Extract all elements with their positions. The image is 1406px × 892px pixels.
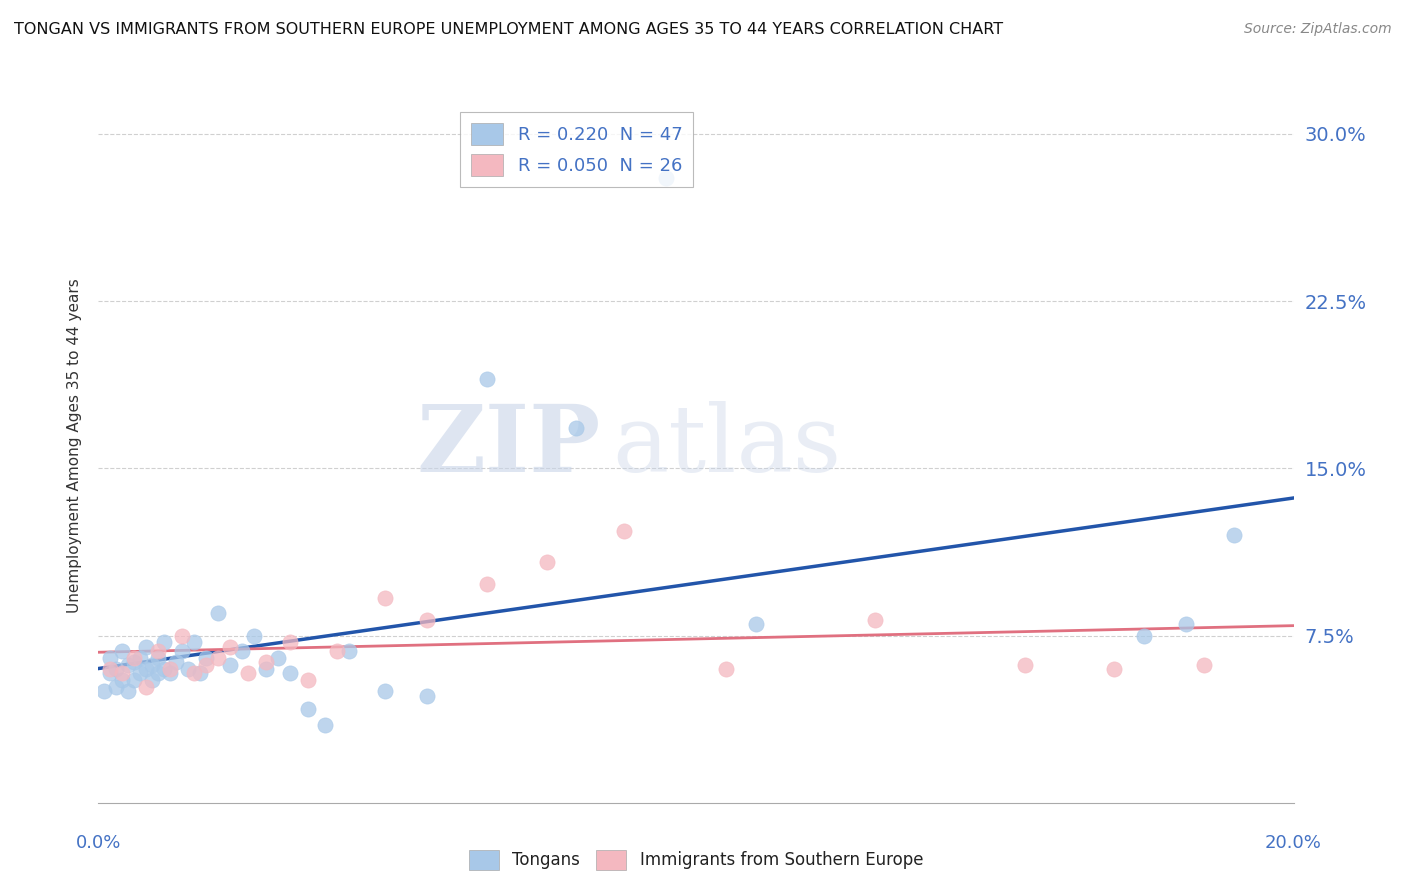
Point (129, 651, 152, 665)
Point (172, 644, 194, 658)
Point (111, 673, 134, 687)
Point (219, 657, 242, 672)
Point (1014, 657, 1036, 672)
Text: atlas: atlas (612, 401, 842, 491)
Point (254, 662, 277, 676)
Point (124, 655, 146, 669)
Point (135, 662, 157, 676)
Point (613, 524, 636, 538)
Point (141, 657, 163, 672)
Point (1223, 528, 1246, 542)
Point (475, 577, 498, 591)
Point (278, 635, 301, 649)
Point (231, 644, 253, 658)
Text: TONGAN VS IMMIGRANTS FROM SOUTHERN EUROPE UNEMPLOYMENT AMONG AGES 35 TO 44 YEARS: TONGAN VS IMMIGRANTS FROM SOUTHERN EUROP… (14, 22, 1004, 37)
Point (416, 613, 439, 627)
Point (267, 651, 290, 665)
Point (98, 662, 122, 676)
Point (1192, 657, 1215, 672)
Point (865, 613, 887, 627)
Point (278, 666, 301, 681)
Point (135, 640, 157, 654)
Point (1133, 628, 1156, 642)
Point (374, 591, 396, 605)
Point (315, 717, 337, 731)
Point (565, 421, 588, 435)
Point (655, 171, 678, 186)
Text: 20.0%: 20.0% (1265, 834, 1322, 852)
Point (111, 644, 134, 658)
Point (207, 607, 229, 621)
Point (374, 684, 396, 698)
Point (183, 635, 205, 649)
Point (135, 680, 157, 694)
Point (124, 673, 146, 687)
Point (219, 640, 242, 654)
Point (159, 662, 181, 676)
Legend: Tongans, Immigrants from Southern Europe: Tongans, Immigrants from Southern Europe (463, 843, 929, 877)
Point (105, 662, 128, 676)
Point (117, 657, 139, 672)
Point (339, 644, 360, 658)
Point (177, 662, 200, 676)
Point (416, 689, 439, 703)
Point (326, 644, 349, 658)
Point (141, 673, 163, 687)
Point (148, 651, 170, 665)
Point (183, 666, 205, 681)
Point (117, 684, 139, 698)
Point (188, 666, 211, 681)
Point (159, 666, 181, 681)
Point (745, 617, 768, 632)
Text: ZIP: ZIP (416, 401, 600, 491)
Point (475, 372, 498, 386)
Point (105, 680, 128, 694)
Point (165, 655, 187, 669)
Point (98, 651, 122, 665)
Point (243, 628, 266, 642)
Point (536, 555, 558, 569)
Point (153, 635, 176, 649)
Point (297, 702, 319, 716)
Point (714, 662, 737, 676)
Point (98, 666, 122, 681)
Point (172, 628, 194, 642)
Point (148, 644, 170, 658)
Point (1104, 662, 1126, 676)
Point (207, 651, 229, 665)
Point (111, 666, 134, 681)
Point (236, 666, 259, 681)
Point (297, 673, 319, 687)
Y-axis label: Unemployment Among Ages 35 to 44 years: Unemployment Among Ages 35 to 44 years (66, 278, 82, 614)
Point (194, 657, 218, 672)
Point (124, 651, 146, 665)
Text: 0.0%: 0.0% (76, 834, 121, 852)
Point (93, 684, 115, 698)
Point (129, 666, 152, 681)
Point (148, 666, 170, 681)
Point (254, 655, 277, 669)
Point (1175, 617, 1198, 632)
Text: Source: ZipAtlas.com: Source: ZipAtlas.com (1244, 22, 1392, 37)
Point (153, 662, 176, 676)
Point (194, 651, 218, 665)
